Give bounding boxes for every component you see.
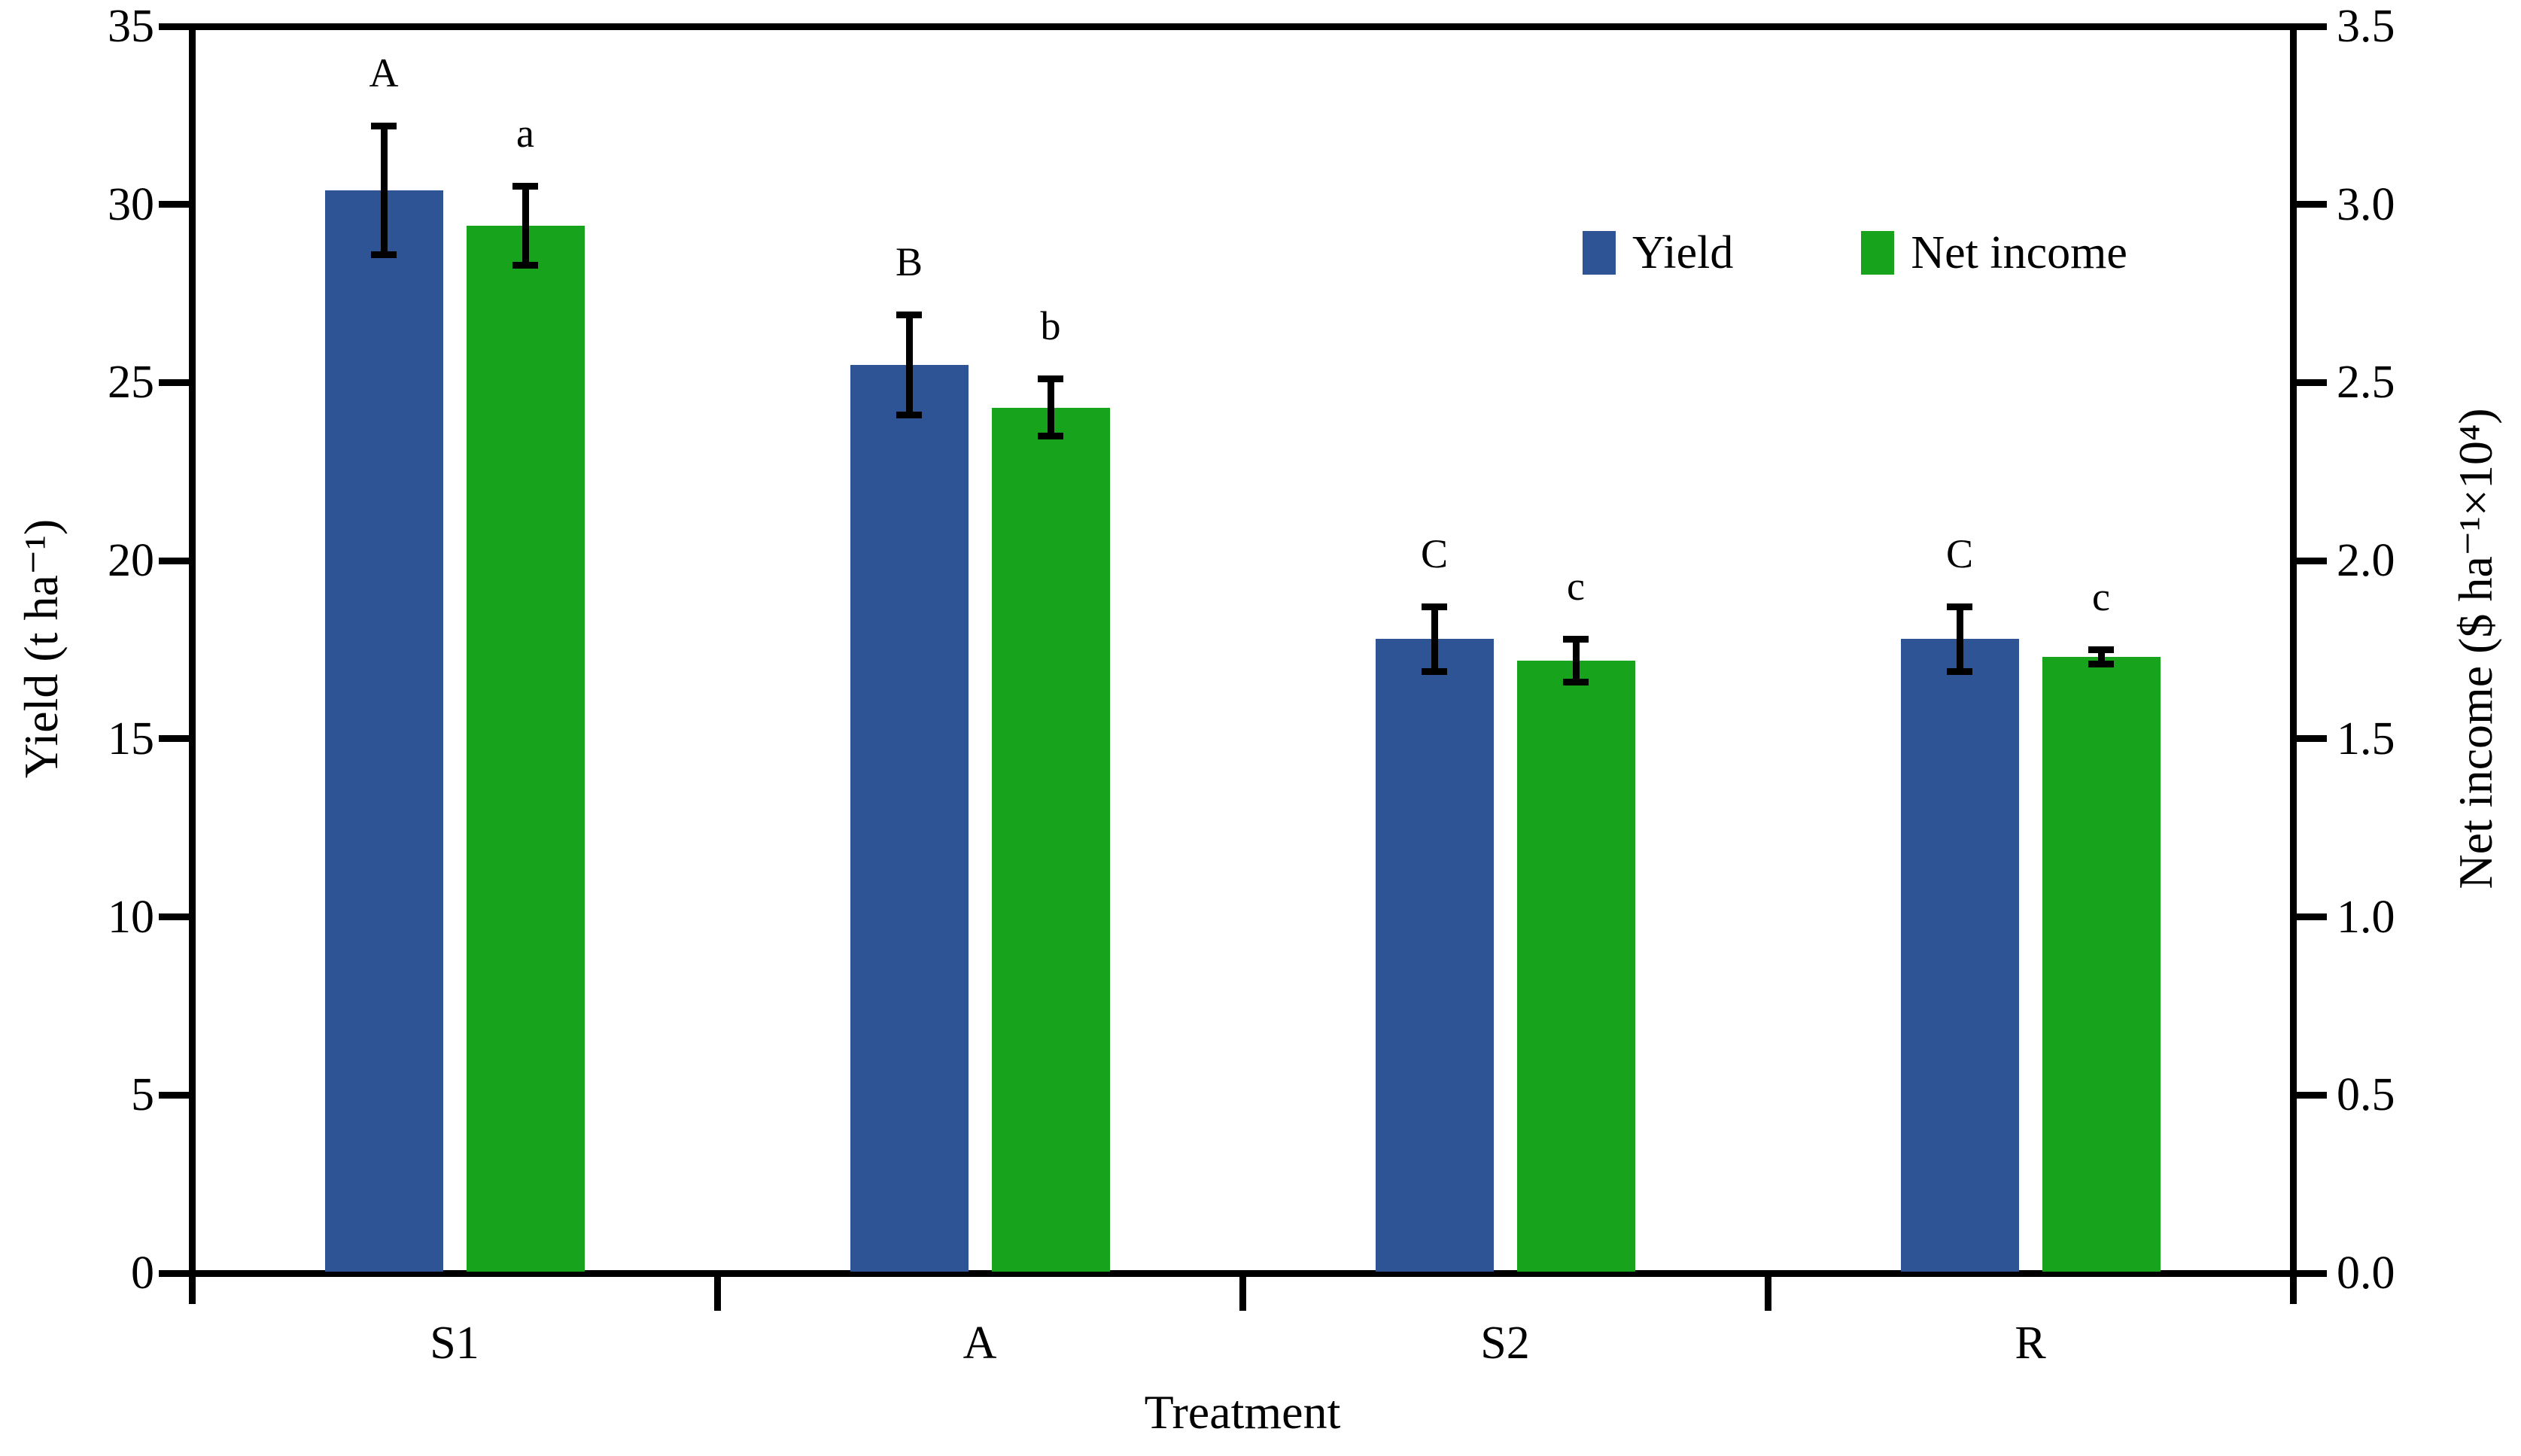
right-y-tick xyxy=(2296,735,2327,743)
left-y-tick xyxy=(158,557,189,564)
error-bar-cap-top xyxy=(512,183,538,190)
right-y-tick xyxy=(2296,913,2327,921)
significance-letter: C xyxy=(1945,530,1974,576)
left-y-tick xyxy=(158,913,189,921)
right-y-tick xyxy=(2296,378,2327,386)
x-axis-tick xyxy=(1764,1276,1771,1311)
error-bar-stem xyxy=(1047,375,1054,440)
left-y-tick-label: 30 xyxy=(108,178,154,230)
left-y-tick-label: 25 xyxy=(108,357,154,409)
left-y-tick-label: 35 xyxy=(108,1,154,52)
significance-letter: a xyxy=(516,111,534,157)
error-bar-cap-top xyxy=(2088,646,2114,653)
right-y-tick-label: 3.5 xyxy=(2337,1,2395,52)
error-bar-stem xyxy=(1431,603,1438,675)
legend-swatch-icon xyxy=(1861,231,1895,275)
error-bar-stem xyxy=(2097,646,2105,668)
error-bar-stem xyxy=(380,122,388,258)
x-category-label: R xyxy=(2015,1318,2046,1369)
right-y-tick-label: 1.0 xyxy=(2337,891,2395,943)
x-category-label: A xyxy=(962,1318,997,1369)
right-y-tick xyxy=(2296,1091,2327,1099)
left-y-tick-label: 20 xyxy=(108,535,154,587)
significance-letter: B xyxy=(895,239,923,284)
x-axis-title: Treatment xyxy=(1144,1385,1341,1439)
bar-net-income-A xyxy=(991,407,1110,1272)
error-bar-cap-bottom xyxy=(1563,678,1589,685)
right-y-axis-line xyxy=(2289,23,2297,1304)
bar-net-income-S1 xyxy=(466,226,585,1272)
error-bar-cap-top xyxy=(1038,375,1063,382)
legend: Yield Net income xyxy=(1583,226,2127,280)
error-bar-cap-bottom xyxy=(371,251,397,258)
significance-letter: c xyxy=(1567,563,1585,609)
bar-yield-S2 xyxy=(1375,639,1494,1272)
left-y-tick-label: 10 xyxy=(108,891,154,943)
legend-item-yield: Yield xyxy=(1583,226,1733,280)
left-y-tick-label: 0 xyxy=(131,1248,154,1299)
left-y-tick-label: 5 xyxy=(131,1069,154,1121)
right-y-tick-label: 1.5 xyxy=(2337,713,2395,764)
left-y-tick xyxy=(158,378,189,386)
right-y-tick xyxy=(2296,1269,2327,1277)
error-bar-cap-top xyxy=(896,311,922,318)
error-bar-cap-bottom xyxy=(512,261,538,269)
left-y-tick xyxy=(158,1269,189,1277)
right-y-tick-label: 2.0 xyxy=(2337,535,2395,587)
legend-label: Net income xyxy=(1911,227,2127,278)
x-axis-line xyxy=(162,1269,2323,1277)
x-category-label: S2 xyxy=(1480,1318,1530,1369)
legend-label: Yield xyxy=(1632,227,1734,278)
error-bar-cap-top xyxy=(371,122,397,129)
left-y-tick xyxy=(158,201,189,208)
bar-yield-R xyxy=(1900,639,2019,1272)
left-y-tick xyxy=(158,1091,189,1099)
right-y-tick xyxy=(2296,23,2327,30)
right-y-tick-label: 2.5 xyxy=(2337,357,2395,409)
error-bar-cap-top xyxy=(1563,635,1589,643)
bar-yield-A xyxy=(850,364,969,1272)
error-bar-cap-top xyxy=(1422,603,1447,610)
error-bar-cap-bottom xyxy=(896,411,922,418)
x-axis-tick xyxy=(713,1276,721,1311)
error-bar-cap-bottom xyxy=(1947,667,1972,675)
right-y-tick-label: 0.0 xyxy=(2337,1248,2395,1299)
x-axis-tick xyxy=(1239,1276,1246,1311)
significance-letter: b xyxy=(1040,302,1061,348)
legend-swatch-icon xyxy=(1583,231,1616,275)
left-y-tick-label: 15 xyxy=(108,713,154,764)
right-y-tick xyxy=(2296,557,2327,564)
error-bar-cap-bottom xyxy=(1038,433,1063,440)
error-bar-stem xyxy=(905,311,913,418)
error-bar-cap-bottom xyxy=(2088,661,2114,668)
left-y-tick xyxy=(158,23,189,30)
error-bar-stem xyxy=(1572,635,1580,685)
right-axis-title: Net income ($ ha⁻¹×10⁴) xyxy=(2449,408,2502,889)
plot-top-border xyxy=(188,23,2297,30)
error-bar-cap-bottom xyxy=(1422,667,1447,675)
error-bar-stem xyxy=(522,183,529,269)
left-y-tick xyxy=(158,735,189,743)
x-category-label: S1 xyxy=(430,1318,479,1369)
right-y-tick-label: 0.5 xyxy=(2337,1069,2395,1121)
legend-item-net-income: Net income xyxy=(1861,226,2127,280)
right-y-tick-label: 3.0 xyxy=(2337,178,2395,230)
error-bar-cap-top xyxy=(1947,603,1972,610)
significance-letter: c xyxy=(2092,573,2110,619)
significance-letter: A xyxy=(369,50,399,96)
bar-yield-S1 xyxy=(324,190,443,1272)
error-bar-stem xyxy=(1956,603,1963,675)
bar-net-income-S2 xyxy=(1516,660,1635,1272)
bar-net-income-R xyxy=(2042,656,2161,1272)
left-y-axis-line xyxy=(188,23,196,1304)
right-y-tick xyxy=(2296,201,2327,208)
significance-letter: C xyxy=(1420,530,1449,576)
